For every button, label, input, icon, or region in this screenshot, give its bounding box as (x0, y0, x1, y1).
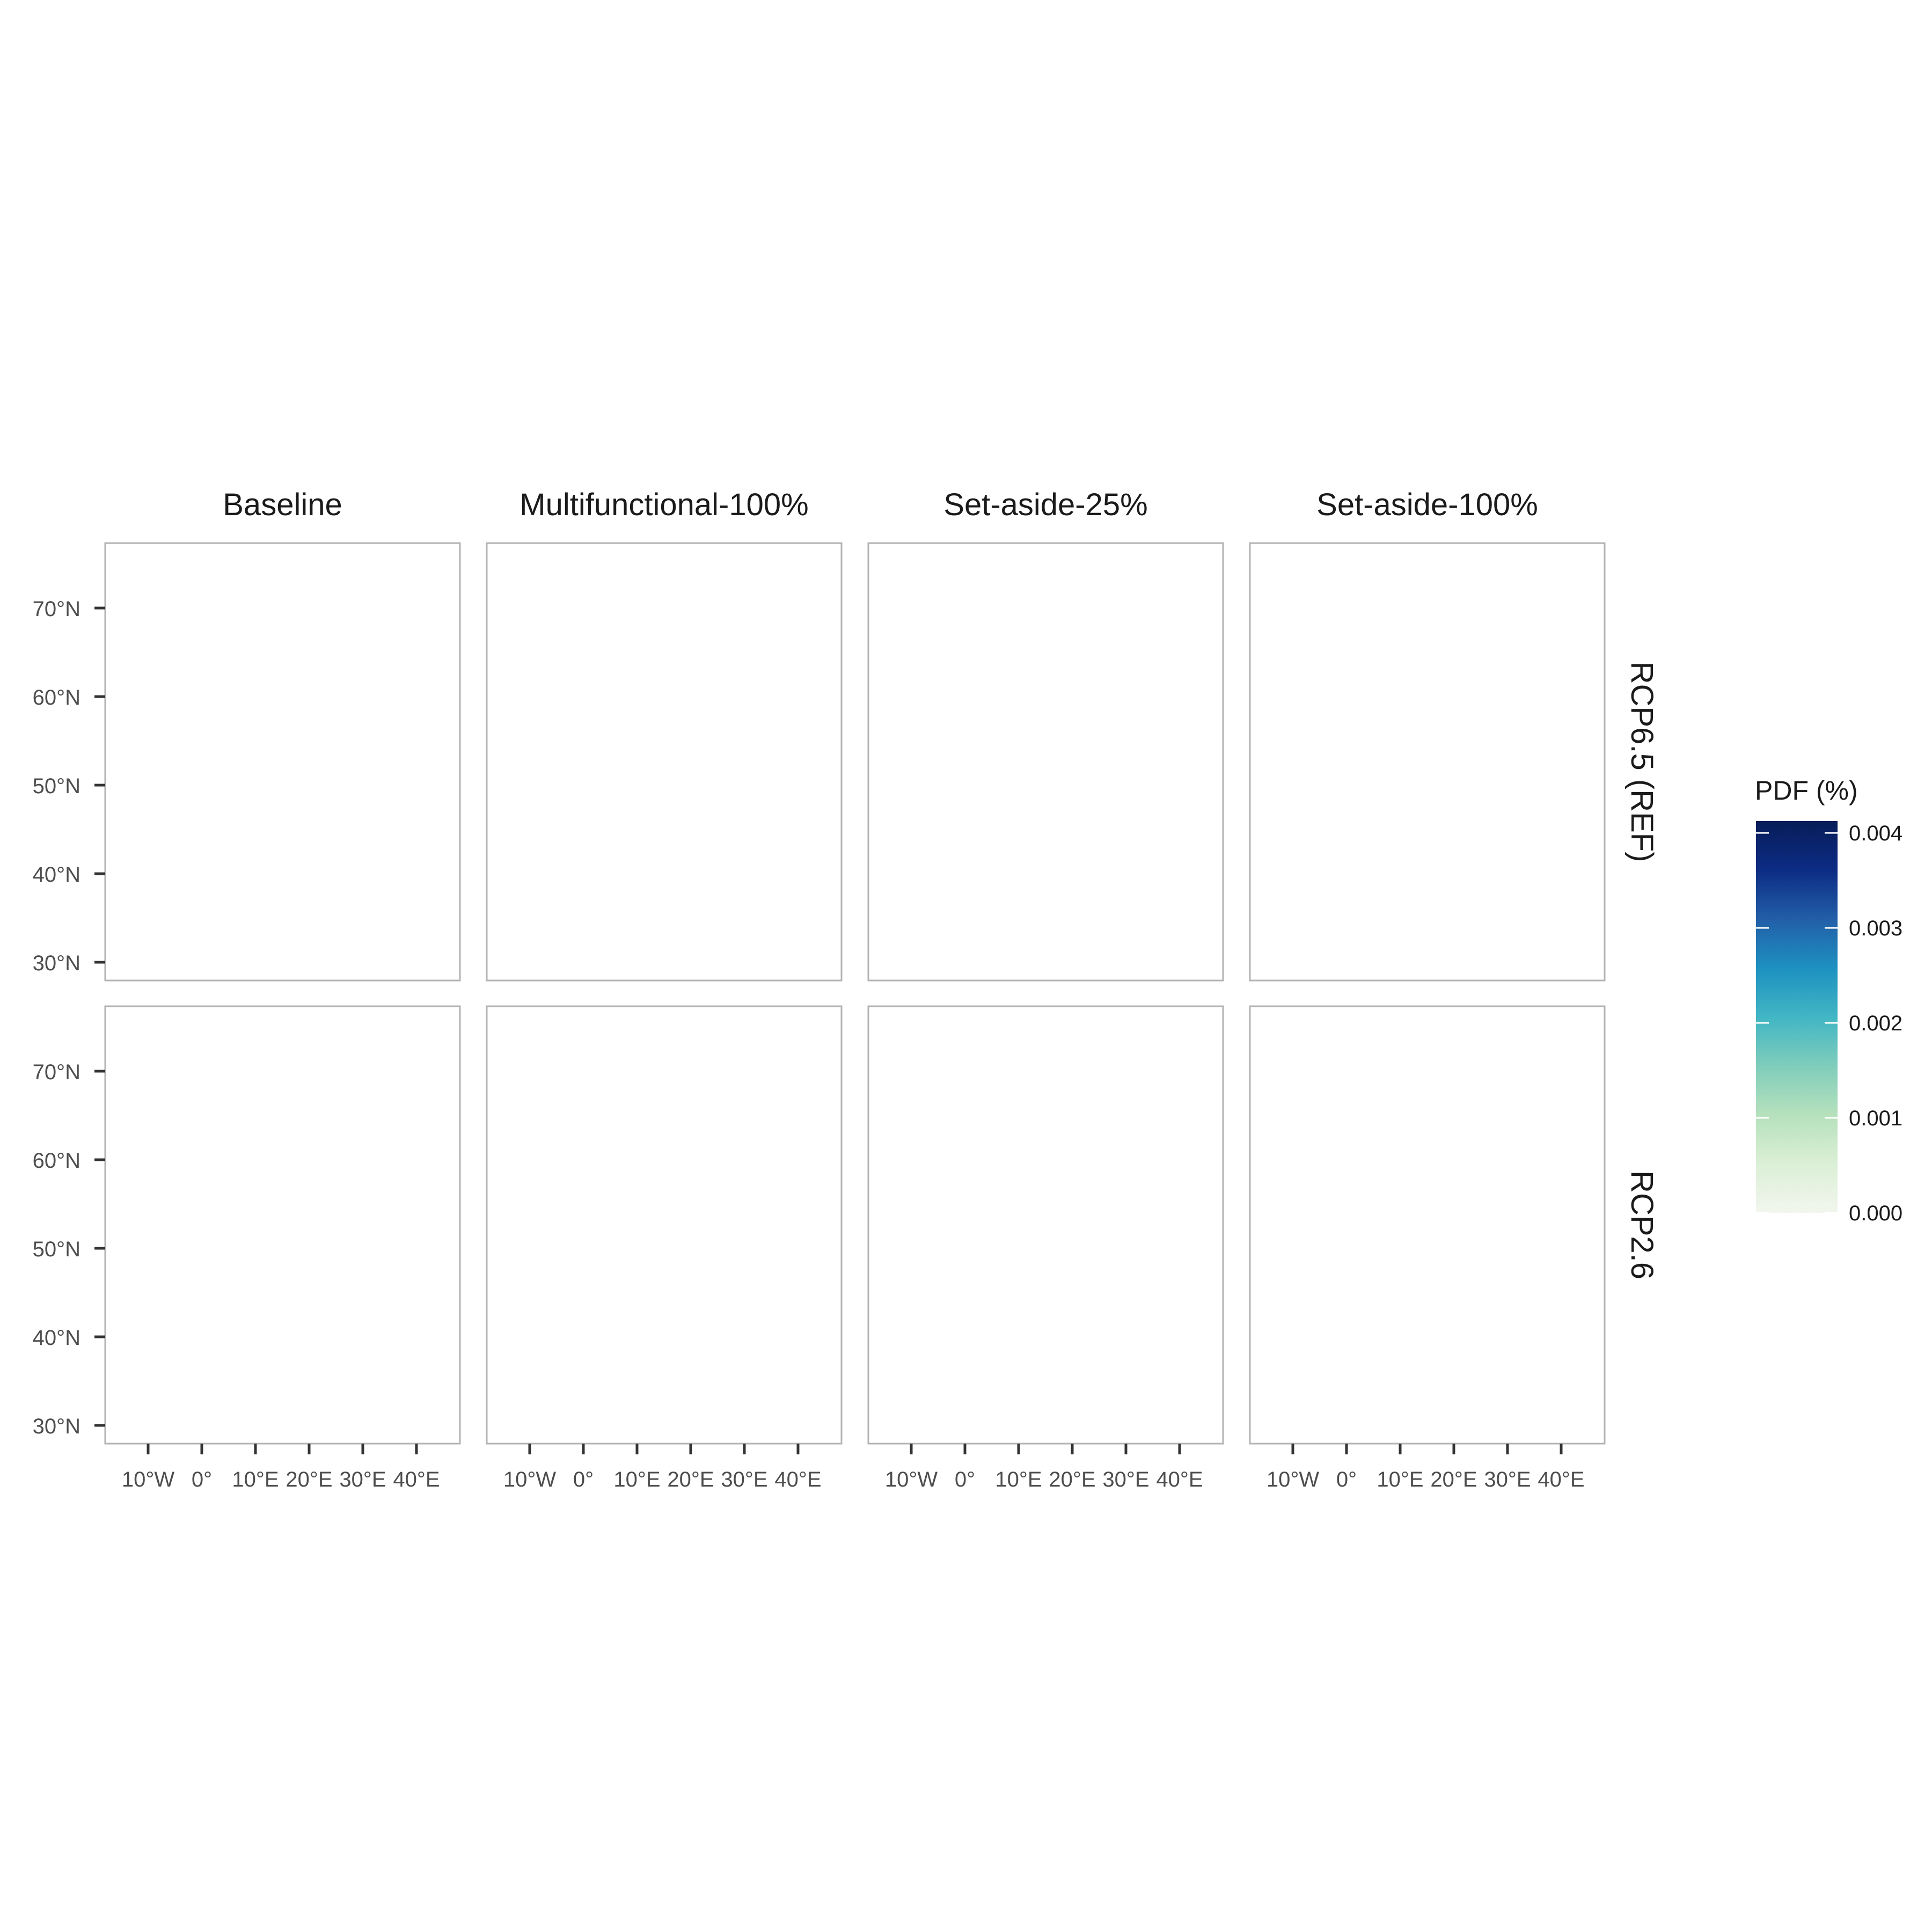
x-tick-label: 10°E (613, 1468, 660, 1491)
column-title: Multifunctional-100% (519, 487, 808, 522)
panel-background (868, 543, 1223, 980)
map-panel (867, 542, 1224, 982)
y-tick-label: 30°N (33, 1415, 80, 1438)
x-tick-label: 10°E (1377, 1468, 1423, 1491)
x-tick-label: 0° (1336, 1468, 1357, 1491)
panel-background (487, 1006, 841, 1444)
x-tick-label: 40°E (393, 1468, 440, 1491)
x-tick-label: 10°E (995, 1468, 1042, 1491)
panel-border (1249, 542, 1606, 982)
y-tick-label: 60°N (33, 686, 80, 709)
panel-border (1249, 1005, 1606, 1445)
panel-border (867, 1005, 1224, 1445)
y-tick-label: 30°N (33, 952, 80, 975)
x-tick-label: 40°E (774, 1468, 821, 1491)
map-panel (1249, 542, 1606, 982)
axes: 70°N 60°N 50°N 40°N 30°N 70°N 60°N 50°N 40°N 30°N… (33, 597, 1585, 1491)
panel-background (487, 543, 841, 980)
column-title: Set-aside-100% (1316, 487, 1538, 522)
x-tick-label: 20°E (1049, 1468, 1095, 1491)
x-tick-label: 10°W (1267, 1468, 1319, 1491)
x-tick-label: 30°E (1102, 1468, 1149, 1491)
x-tick-label: 10°W (122, 1468, 174, 1491)
y-tick-label: 40°N (33, 863, 80, 887)
x-tick-label: 10°W (885, 1468, 938, 1491)
legend-tick-label: 0.004 (1849, 822, 1902, 845)
panel-border (486, 1005, 843, 1445)
x-tick-label: 40°E (1538, 1468, 1584, 1491)
x-tick-label: 10°W (503, 1468, 556, 1491)
panel-background (1250, 543, 1605, 980)
legend-tick-label: 0.000 (1849, 1202, 1902, 1225)
x-tick-label: 0° (955, 1468, 975, 1491)
panel-border (486, 542, 843, 982)
map-panel (867, 1005, 1224, 1445)
y-tick-label: 40°N (33, 1326, 80, 1350)
x-tick-label: 20°E (286, 1468, 332, 1491)
panel-border (104, 1005, 461, 1445)
map-panel (1249, 1005, 1606, 1445)
y-tick-label: 60°N (33, 1149, 80, 1173)
y-tick-label: 50°N (33, 774, 80, 798)
x-tick-label: 20°E (667, 1468, 714, 1491)
panel-background (105, 543, 460, 980)
y-tick-label: 50°N (33, 1238, 80, 1261)
column-title: Baseline (223, 487, 342, 522)
legend-colorbar (1756, 821, 1838, 1213)
x-tick-label: 10°E (232, 1468, 279, 1491)
y-tick-label: 70°N (33, 1060, 80, 1084)
facet-strips: Baseline Multifunctional-100% Set-aside-25… (223, 487, 1659, 1279)
legend-tick-label: 0.003 (1849, 917, 1902, 940)
map-panel (486, 542, 843, 982)
panel-background (868, 1006, 1223, 1444)
legend-tick-label: 0.001 (1849, 1107, 1902, 1130)
row-title: RCP2.6 (1624, 1170, 1659, 1279)
map-panel (104, 1005, 461, 1445)
panel-background (1250, 1006, 1605, 1444)
facet-grid (104, 542, 1606, 1445)
y-tick-label: 70°N (33, 597, 80, 621)
row-title: RCP6.5 (REF) (1624, 662, 1659, 862)
x-tick-label: 30°E (339, 1468, 386, 1491)
legend-tick-label: 0.002 (1849, 1012, 1902, 1035)
x-tick-label: 20°E (1430, 1468, 1477, 1491)
map-panel (486, 1005, 843, 1445)
x-tick-label: 0° (573, 1468, 594, 1491)
column-title: Set-aside-25% (943, 487, 1147, 522)
map-panel (104, 542, 461, 982)
panel-border (867, 542, 1224, 982)
x-tick-label: 40°E (1156, 1468, 1203, 1491)
color-legend: PDF (%) 0.004 0.003 0.002 0.001 0.000 (1755, 775, 1902, 1225)
x-tick-label: 0° (192, 1468, 212, 1491)
legend-title: PDF (%) (1755, 775, 1858, 806)
panel-background (105, 1006, 460, 1444)
x-tick-label: 30°E (721, 1468, 767, 1491)
x-tick-label: 30°E (1484, 1468, 1531, 1491)
panel-border (104, 542, 461, 982)
